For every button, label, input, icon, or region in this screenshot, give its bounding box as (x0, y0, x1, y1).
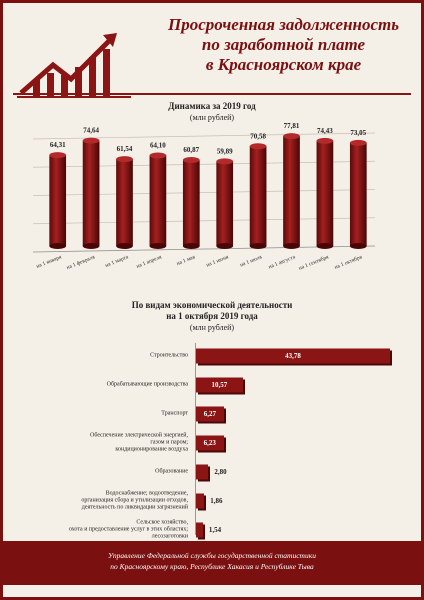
bar-top (82, 137, 100, 144)
footer-line: Управление Федеральной службы государств… (108, 551, 316, 560)
footer: Управление Федеральной службы государств… (3, 541, 421, 585)
chart-title: Динамика за 2019 год (168, 101, 256, 111)
bar-top (283, 133, 300, 140)
axis-line (195, 343, 196, 535)
page-title: Просроченная задолженность по заработной… (168, 15, 399, 75)
chart-title: По видам экономической деятельности на 1… (131, 300, 293, 321)
value-label: 2,80 (214, 468, 227, 476)
value-label: 64,31 (50, 141, 66, 149)
bar (196, 464, 209, 480)
bar-base (82, 243, 100, 249)
bar-base (149, 243, 167, 249)
bar-top (249, 143, 267, 150)
value-label: 74,43 (317, 127, 333, 135)
bar-base (182, 243, 200, 249)
bar-base (283, 243, 300, 249)
bar (49, 155, 67, 246)
bar (316, 140, 334, 246)
value-label: 6,23 (203, 439, 216, 447)
y-tick-label: Обрабатывающие производства (106, 381, 188, 388)
bar-top (349, 139, 367, 146)
value-label: 43,78 (285, 352, 301, 360)
value-label: 1,54 (208, 526, 222, 534)
bar (196, 435, 224, 451)
bar-top (316, 137, 334, 144)
bar-base (349, 243, 367, 249)
value-label: 73,05 (350, 129, 366, 137)
x-tick-label: на 1 мая (176, 254, 197, 267)
value-label: 70,58 (250, 132, 266, 140)
value-label: 6,27 (203, 410, 217, 418)
chart: 64,31 на 1 января 74,64 на 1 февраля 61,54 на… (32, 122, 376, 272)
title-line: по заработной плате (201, 35, 366, 54)
bar (82, 140, 100, 246)
bar-base (116, 243, 133, 249)
bar-top (216, 158, 234, 165)
logo (17, 33, 131, 98)
x-tick-label: на 1 апреля (136, 254, 163, 270)
title-line: Просроченная задолженность (168, 15, 399, 34)
x-tick-label: на 1 сентября (298, 253, 330, 272)
chart-subtitle: (млн рублей) (189, 113, 235, 122)
value-label: 61,54 (117, 145, 133, 153)
bar (149, 155, 167, 246)
value-label: 59,89 (217, 147, 233, 155)
x-tick-label: на 1 марта (104, 254, 129, 269)
bar (196, 493, 205, 509)
bar (283, 136, 300, 246)
y-tick-label: Водоснабжение; водоотведение, организаци… (81, 490, 188, 511)
x-tick-label: на 1 января (36, 254, 63, 270)
bar (116, 159, 133, 246)
bar-top (116, 156, 133, 163)
bar (196, 377, 243, 393)
bar (349, 142, 367, 246)
x-tick-label: на 1 июля (239, 254, 263, 268)
bar (249, 146, 267, 246)
chart-subtitle: (млн рублей) (189, 323, 235, 332)
bar-top (49, 152, 67, 159)
bar-top (182, 157, 200, 164)
footer-line: по Красноярскому краю, Республике Хакаси… (110, 562, 314, 571)
y-tick-label: Обеспечение электрической энергией, газо… (90, 432, 188, 453)
value-label: 77,81 (284, 122, 300, 130)
bar-base (316, 243, 334, 249)
y-tick-label: Сельское хозяйство, охота и предоставлен… (68, 519, 188, 540)
bar-base (216, 243, 234, 249)
value-label: 64,10 (150, 141, 166, 149)
y-tick-label: Транспорт (161, 410, 188, 417)
value-label: 74,64 (83, 127, 99, 135)
bar-base (249, 243, 267, 249)
y-tick-label: Строительство (150, 352, 188, 359)
bar-top (149, 152, 167, 159)
x-tick-label: на 1 октября (333, 253, 363, 271)
divider (13, 93, 411, 95)
y-tick-label: Образование (155, 468, 188, 475)
value-label: 60,87 (183, 146, 199, 154)
x-tick-label: на 1 августа (268, 254, 297, 270)
bar (196, 522, 203, 538)
x-tick-label: на 1 июня (205, 254, 229, 269)
title-line: в Красноярском крае (205, 55, 362, 74)
x-tick-label: на 1 февраля (65, 253, 96, 271)
bar (196, 406, 224, 422)
bar-base (49, 243, 67, 249)
bar (216, 161, 234, 246)
bar (196, 348, 391, 364)
value-label: 1,86 (210, 497, 223, 505)
bar (182, 160, 200, 246)
value-label: 10,57 (211, 381, 228, 389)
